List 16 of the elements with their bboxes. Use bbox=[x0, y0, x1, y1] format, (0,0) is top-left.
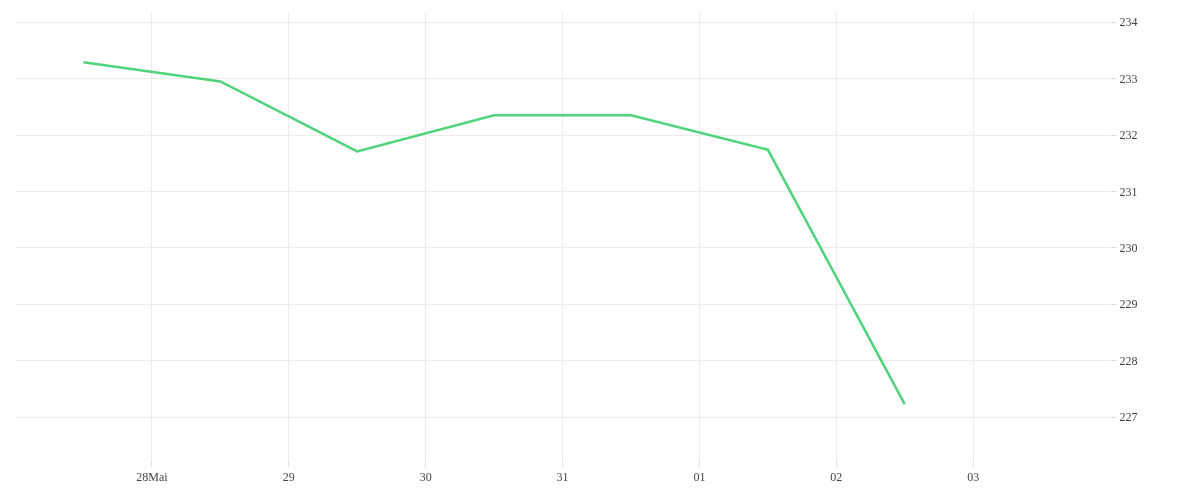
y-tick-label: 232 bbox=[1119, 128, 1138, 143]
x-tick-label: 02 bbox=[830, 470, 843, 485]
y-tick-label: 228 bbox=[1119, 353, 1138, 368]
x-tick-label: 03 bbox=[967, 470, 980, 485]
y-tick-label: 233 bbox=[1119, 71, 1138, 86]
y-tick-label: 230 bbox=[1119, 241, 1138, 256]
y-tick-label: 234 bbox=[1119, 15, 1138, 30]
line-series bbox=[82, 60, 906, 406]
y-tick-label: 229 bbox=[1119, 297, 1138, 312]
y-tick-label: 231 bbox=[1119, 184, 1138, 199]
x-tick-label: 01 bbox=[693, 470, 706, 485]
x-tick-label: 28Mai bbox=[136, 470, 169, 485]
x-tick-label: 29 bbox=[282, 470, 295, 485]
x-tick-label: 30 bbox=[419, 470, 432, 485]
y-tick-label: 227 bbox=[1119, 410, 1138, 425]
x-tick-label: 31 bbox=[556, 470, 569, 485]
